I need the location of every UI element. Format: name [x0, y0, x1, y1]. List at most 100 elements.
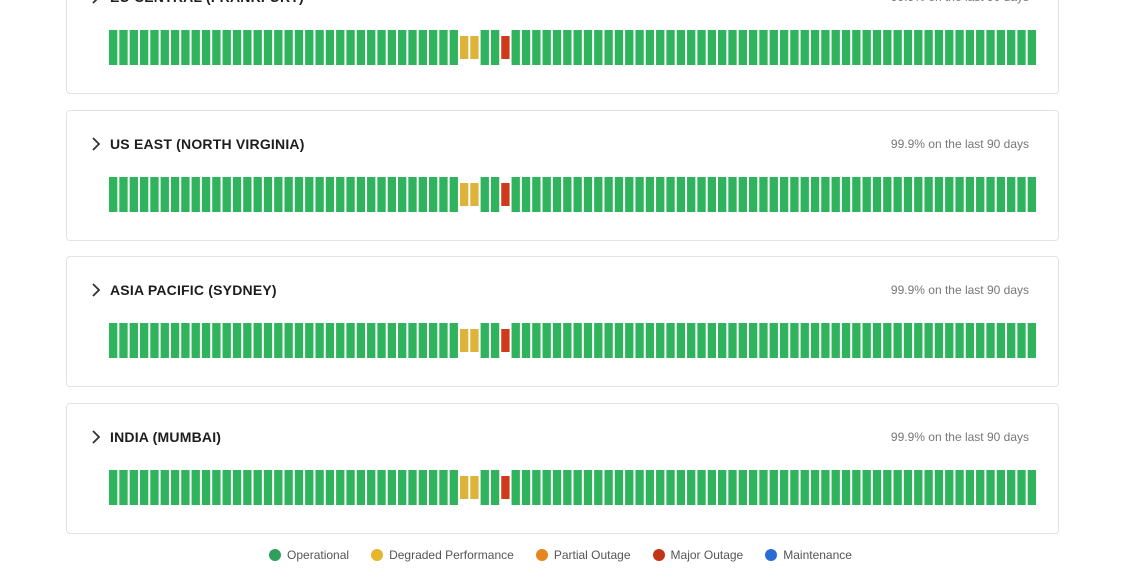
day-bar[interactable]: [552, 469, 562, 505]
day-bar[interactable]: [656, 176, 665, 212]
day-bar[interactable]: [614, 323, 624, 358]
day-bar[interactable]: [418, 176, 427, 212]
day-bar[interactable]: [769, 176, 778, 212]
day-bar[interactable]: [356, 323, 366, 358]
day-bar[interactable]: [398, 30, 407, 65]
day-bar[interactable]: [387, 323, 397, 358]
day-bar[interactable]: [831, 176, 840, 212]
day-bar[interactable]: [759, 323, 768, 358]
day-bar[interactable]: [325, 176, 335, 212]
day-bar[interactable]: [635, 176, 644, 212]
day-bar[interactable]: [986, 469, 995, 505]
day-bar[interactable]: [201, 323, 211, 358]
day-bar[interactable]: [687, 323, 696, 358]
day-bar[interactable]: [883, 176, 892, 212]
day-bar[interactable]: [459, 182, 469, 206]
day-bar[interactable]: [718, 176, 727, 212]
day-bar[interactable]: [181, 469, 190, 505]
day-bar[interactable]: [470, 182, 479, 206]
day-bar[interactable]: [160, 30, 169, 65]
day-bar[interactable]: [109, 323, 118, 358]
day-bar[interactable]: [139, 469, 149, 505]
day-bar[interactable]: [542, 30, 551, 65]
day-bar[interactable]: [790, 30, 799, 65]
day-bar[interactable]: [594, 469, 603, 505]
day-bar[interactable]: [367, 469, 376, 505]
day-bar[interactable]: [790, 323, 799, 358]
day-bar[interactable]: [428, 469, 438, 505]
day-bar[interactable]: [1007, 469, 1016, 505]
day-bar[interactable]: [336, 30, 345, 65]
day-bar[interactable]: [181, 176, 190, 212]
day-bar[interactable]: [511, 323, 520, 358]
day-bar[interactable]: [914, 30, 923, 65]
day-bar[interactable]: [779, 30, 789, 65]
day-bar[interactable]: [625, 323, 634, 358]
day-bar[interactable]: [831, 469, 840, 505]
day-bar[interactable]: [532, 323, 541, 358]
day-bar[interactable]: [274, 30, 283, 65]
day-bar[interactable]: [594, 176, 603, 212]
day-bar[interactable]: [459, 329, 469, 352]
day-bar[interactable]: [222, 176, 231, 212]
day-bar[interactable]: [1017, 176, 1026, 212]
day-bar[interactable]: [645, 323, 655, 358]
day-bar[interactable]: [449, 469, 458, 505]
day-bar[interactable]: [718, 30, 727, 65]
day-bar[interactable]: [914, 469, 923, 505]
day-bar[interactable]: [779, 176, 789, 212]
day-bar[interactable]: [459, 36, 469, 59]
day-bar[interactable]: [181, 30, 190, 65]
day-bar[interactable]: [325, 323, 335, 358]
day-bar[interactable]: [109, 30, 118, 65]
day-bar[interactable]: [191, 323, 200, 358]
day-bar[interactable]: [490, 30, 500, 65]
day-bar[interactable]: [862, 469, 871, 505]
day-bar[interactable]: [924, 176, 933, 212]
day-bar[interactable]: [129, 30, 138, 65]
day-bar[interactable]: [893, 469, 902, 505]
day-bar[interactable]: [769, 30, 778, 65]
day-bar[interactable]: [294, 176, 304, 212]
day-bar[interactable]: [676, 30, 686, 65]
day-bar[interactable]: [800, 176, 809, 212]
day-bar[interactable]: [377, 176, 386, 212]
day-bar[interactable]: [625, 30, 634, 65]
day-bar[interactable]: [738, 323, 747, 358]
day-bar[interactable]: [583, 30, 593, 65]
day-bar[interactable]: [852, 469, 861, 505]
day-bar[interactable]: [315, 176, 324, 212]
day-bar[interactable]: [346, 176, 355, 212]
day-bar[interactable]: [738, 176, 747, 212]
day-bar[interactable]: [955, 30, 964, 65]
day-bar[interactable]: [583, 176, 593, 212]
day-bar[interactable]: [305, 176, 314, 212]
day-bar[interactable]: [418, 323, 427, 358]
day-bar[interactable]: [470, 36, 479, 59]
day-bar[interactable]: [263, 176, 273, 212]
day-bar[interactable]: [253, 323, 262, 358]
day-bar[interactable]: [274, 323, 283, 358]
day-bar[interactable]: [294, 323, 304, 358]
day-bar[interactable]: [346, 469, 355, 505]
day-bar[interactable]: [821, 176, 830, 212]
day-bar[interactable]: [160, 469, 169, 505]
day-bar[interactable]: [253, 469, 262, 505]
day-bar[interactable]: [986, 323, 995, 358]
day-bar[interactable]: [305, 30, 314, 65]
day-bar[interactable]: [738, 30, 747, 65]
day-bar[interactable]: [945, 469, 954, 505]
day-bar[interactable]: [439, 30, 448, 65]
day-bar[interactable]: [625, 176, 634, 212]
day-bar[interactable]: [903, 469, 913, 505]
day-bar[interactable]: [748, 30, 758, 65]
day-bar[interactable]: [170, 30, 180, 65]
day-bar[interactable]: [336, 469, 345, 505]
day-bar[interactable]: [625, 469, 634, 505]
day-bar[interactable]: [243, 176, 252, 212]
day-bar[interactable]: [439, 176, 448, 212]
day-bar[interactable]: [862, 323, 871, 358]
day-bar[interactable]: [1027, 176, 1036, 212]
day-bar[interactable]: [728, 469, 737, 505]
day-bar[interactable]: [243, 469, 252, 505]
